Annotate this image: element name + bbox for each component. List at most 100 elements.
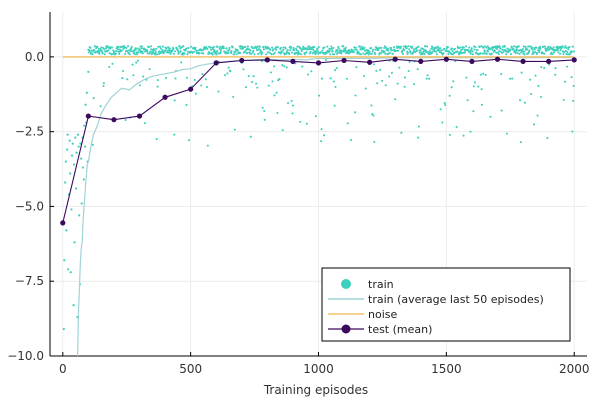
- train-point: [493, 49, 497, 52]
- train-point: [521, 50, 524, 53]
- train-point: [361, 45, 364, 48]
- train-point: [225, 47, 228, 50]
- train-point: [309, 48, 312, 51]
- train-point: [456, 50, 459, 53]
- train-point: [370, 46, 373, 50]
- train-point: [390, 49, 393, 52]
- train-point: [261, 51, 264, 54]
- train-point: [561, 45, 564, 48]
- train-point: [537, 84, 540, 88]
- train-point: [239, 47, 242, 50]
- train-point: [529, 92, 533, 96]
- test-mean-point: [443, 56, 449, 62]
- train-point: [211, 46, 214, 49]
- train-point: [283, 65, 286, 68]
- legend-noise-label: noise: [368, 308, 397, 321]
- train-point: [469, 130, 472, 133]
- train-point: [431, 46, 434, 49]
- train-point: [206, 144, 209, 147]
- train-point: [291, 51, 294, 54]
- train-point: [554, 67, 557, 70]
- train-point: [543, 66, 546, 70]
- train-point: [307, 45, 310, 48]
- train-point: [474, 46, 477, 49]
- train-point: [357, 51, 360, 54]
- train-point: [571, 130, 574, 133]
- train-point: [111, 62, 114, 65]
- train-point: [398, 66, 401, 69]
- train-point: [440, 52, 443, 55]
- train-point: [445, 47, 448, 50]
- train-point: [173, 133, 176, 136]
- train-point: [244, 86, 247, 89]
- train-point: [353, 48, 356, 51]
- train-point: [281, 129, 284, 132]
- train-point: [543, 52, 546, 55]
- train-point: [505, 53, 508, 56]
- train-point: [230, 49, 233, 53]
- train-point: [396, 46, 399, 50]
- train-point: [433, 50, 436, 53]
- train-point: [377, 47, 380, 50]
- train-point: [134, 48, 137, 51]
- train-point: [172, 52, 175, 55]
- y-tick-label: −7.5: [15, 274, 44, 288]
- train-point: [515, 49, 518, 52]
- train-point: [482, 52, 486, 55]
- train-point: [138, 84, 141, 87]
- train-point: [179, 50, 182, 53]
- train-point: [363, 46, 366, 49]
- train-point: [124, 118, 127, 122]
- train-point: [98, 52, 101, 55]
- train-point: [285, 66, 288, 69]
- x-tick-label: 0: [59, 362, 67, 376]
- train-point: [219, 51, 222, 54]
- train-point: [158, 50, 161, 53]
- train-point: [498, 50, 501, 53]
- train-point: [572, 84, 575, 88]
- train-point: [499, 47, 502, 50]
- train-point: [547, 45, 550, 48]
- train-point: [529, 78, 532, 81]
- train-point: [422, 48, 425, 51]
- train-point: [246, 45, 249, 48]
- train-point: [385, 46, 388, 49]
- train-point: [333, 104, 336, 107]
- train-point: [249, 135, 252, 138]
- train-point: [141, 52, 144, 55]
- train-point: [286, 49, 289, 52]
- train-point: [340, 52, 343, 55]
- train-point: [570, 50, 574, 53]
- train-point: [557, 51, 560, 54]
- train-point: [273, 94, 276, 97]
- train-point: [265, 53, 268, 56]
- train-point: [282, 46, 285, 49]
- train-point: [157, 45, 160, 48]
- train-point: [111, 52, 114, 56]
- train-point: [272, 48, 275, 51]
- train-point: [364, 53, 367, 56]
- train-point: [139, 49, 142, 53]
- train-point: [408, 48, 411, 51]
- train-point: [281, 64, 284, 67]
- train-point: [282, 48, 285, 52]
- train-point: [455, 125, 458, 129]
- train-point: [156, 53, 159, 56]
- train-point: [527, 45, 530, 48]
- train-point: [354, 111, 357, 114]
- train-point: [485, 46, 488, 49]
- train-point: [140, 45, 144, 48]
- train-point: [336, 49, 339, 52]
- train-point: [383, 50, 386, 53]
- train-point: [137, 51, 140, 54]
- train-point: [370, 52, 373, 55]
- train-point: [102, 84, 105, 87]
- train-point: [190, 45, 193, 48]
- train-point: [417, 125, 420, 128]
- train-point: [186, 50, 189, 53]
- train-point: [329, 77, 332, 80]
- train-point: [260, 60, 263, 63]
- train-point: [244, 50, 247, 53]
- train-point: [280, 51, 283, 54]
- train-point: [124, 52, 127, 55]
